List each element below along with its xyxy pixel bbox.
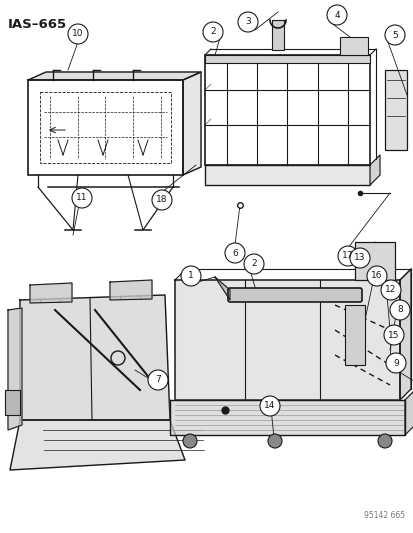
Text: 3: 3 (244, 18, 250, 27)
Text: 2: 2 (210, 28, 215, 36)
Circle shape (389, 300, 409, 320)
Polygon shape (170, 400, 404, 435)
Circle shape (326, 5, 346, 25)
Text: 18: 18 (156, 196, 167, 205)
Bar (204, 165, 369, 185)
Polygon shape (404, 389, 413, 435)
Polygon shape (214, 277, 230, 300)
Text: 17: 17 (342, 252, 353, 261)
Circle shape (337, 246, 357, 266)
Bar (271, 20, 283, 50)
Bar (339, 37, 367, 55)
Circle shape (180, 266, 201, 286)
Bar (204, 55, 369, 63)
Polygon shape (8, 308, 22, 430)
Bar (28, 80, 183, 175)
Text: 10: 10 (72, 29, 83, 38)
Bar (344, 305, 364, 365)
Text: 13: 13 (354, 254, 365, 262)
Text: 7: 7 (155, 376, 161, 384)
Text: 14: 14 (263, 401, 275, 410)
Circle shape (147, 370, 168, 390)
FancyBboxPatch shape (228, 288, 361, 302)
Text: 4: 4 (333, 11, 339, 20)
Text: 15: 15 (387, 330, 399, 340)
Text: 9: 9 (392, 359, 398, 367)
Polygon shape (10, 420, 185, 470)
Circle shape (68, 24, 88, 44)
Text: 1: 1 (188, 271, 193, 280)
Bar (384, 70, 406, 150)
Bar (354, 242, 394, 280)
Circle shape (377, 434, 391, 448)
Circle shape (383, 325, 403, 345)
Text: 16: 16 (370, 271, 382, 280)
Text: IAS–665: IAS–665 (8, 18, 67, 31)
Text: 95142 665: 95142 665 (363, 511, 404, 520)
Bar (204, 55, 369, 165)
Circle shape (267, 434, 281, 448)
Circle shape (237, 12, 257, 32)
Text: 11: 11 (76, 193, 88, 203)
Text: 6: 6 (232, 248, 237, 257)
Bar (5, 390, 20, 415)
Polygon shape (110, 280, 152, 300)
Polygon shape (20, 295, 170, 420)
Text: 8: 8 (396, 305, 402, 314)
Circle shape (384, 25, 404, 45)
Text: 12: 12 (385, 286, 396, 295)
Circle shape (243, 254, 263, 274)
Circle shape (152, 190, 171, 210)
Circle shape (183, 434, 197, 448)
Circle shape (385, 353, 405, 373)
Polygon shape (399, 269, 410, 400)
Polygon shape (28, 72, 201, 80)
Polygon shape (175, 280, 399, 400)
Text: 2: 2 (251, 260, 256, 269)
Circle shape (259, 396, 279, 416)
Circle shape (224, 243, 244, 263)
Circle shape (72, 188, 92, 208)
Circle shape (349, 248, 369, 268)
Text: 5: 5 (391, 30, 397, 39)
Polygon shape (369, 155, 379, 185)
Circle shape (202, 22, 223, 42)
Polygon shape (183, 72, 201, 175)
Circle shape (380, 280, 400, 300)
Polygon shape (30, 283, 72, 303)
Circle shape (366, 266, 386, 286)
Bar (40, 92, 171, 163)
